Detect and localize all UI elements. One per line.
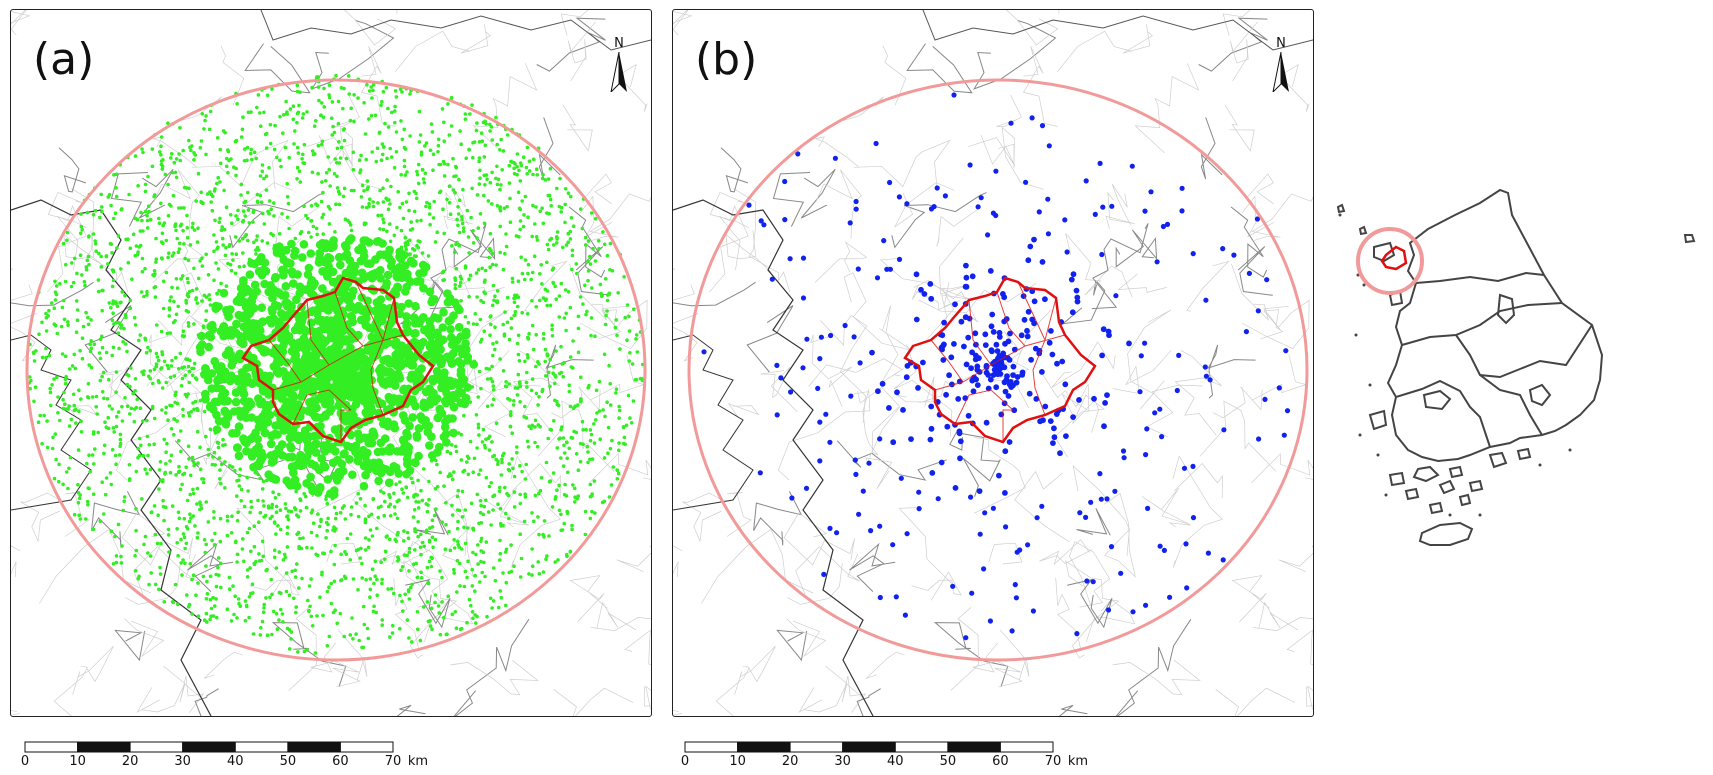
north-label: N: [1276, 36, 1286, 51]
country-outline: [1336, 188, 1696, 546]
point-layer: [27, 73, 645, 655]
scale-tick-label: 50: [939, 754, 957, 769]
scale-tick-label: 10: [729, 754, 746, 769]
map-canvas-a: [11, 10, 651, 716]
scale-tick-label: 60: [992, 754, 1009, 769]
scale-tick-label: 30: [834, 754, 851, 769]
inset-map-south-korea: [1330, 185, 1710, 565]
buffer-circle: [25, 78, 647, 662]
north-label: N: [614, 36, 624, 51]
scale-unit-label: km: [407, 754, 429, 769]
scale-tick-label: 70: [1044, 754, 1062, 769]
scale-unit-label: km: [1067, 754, 1089, 769]
scale-tick-label: 0: [680, 754, 690, 769]
inset-points: [1338, 213, 1572, 517]
scale-tick-label: 10: [69, 754, 86, 769]
inset-map-canvas: [1336, 188, 1696, 546]
scale-tick-label: 20: [121, 754, 139, 769]
scale-tick-label: 40: [887, 754, 904, 769]
seoul-boundary: [241, 276, 435, 444]
district-boundaries: [673, 10, 1313, 716]
buffer-circle: [687, 78, 1309, 662]
north-arrow-icon: [1272, 52, 1289, 92]
scale-tick-label: 30: [174, 754, 191, 769]
scale-tick-label: 0: [20, 754, 30, 769]
scale-tick-label: 20: [781, 754, 799, 769]
scale-tick-label: 60: [332, 754, 349, 769]
scale-bar-graphic: [24, 741, 394, 753]
panel-label: (a): [33, 34, 95, 85]
scale-bar-graphic: [684, 741, 1054, 753]
north-arrow-icon: [610, 52, 627, 92]
scale-tick-label: 40: [227, 754, 244, 769]
map-panel-a: (a) N: [10, 9, 652, 717]
scale-bar-a: 0 10 20 30 40 50 60 70 km: [21, 740, 429, 775]
district-boundaries: [11, 10, 651, 716]
scale-bar-b: 0 10 20 30 40 50 60 70 km: [681, 740, 1089, 775]
scale-tick-label: 70: [384, 754, 402, 769]
inset-buffer-circle: [1356, 227, 1424, 295]
map-panel-b: (b) N: [672, 9, 1314, 717]
map-canvas-b: [673, 10, 1313, 716]
inset-seoul-outline: [1380, 245, 1408, 271]
scale-tick-label: 50: [279, 754, 297, 769]
seoul-boundary: [903, 276, 1097, 444]
panel-label: (b): [695, 34, 758, 85]
